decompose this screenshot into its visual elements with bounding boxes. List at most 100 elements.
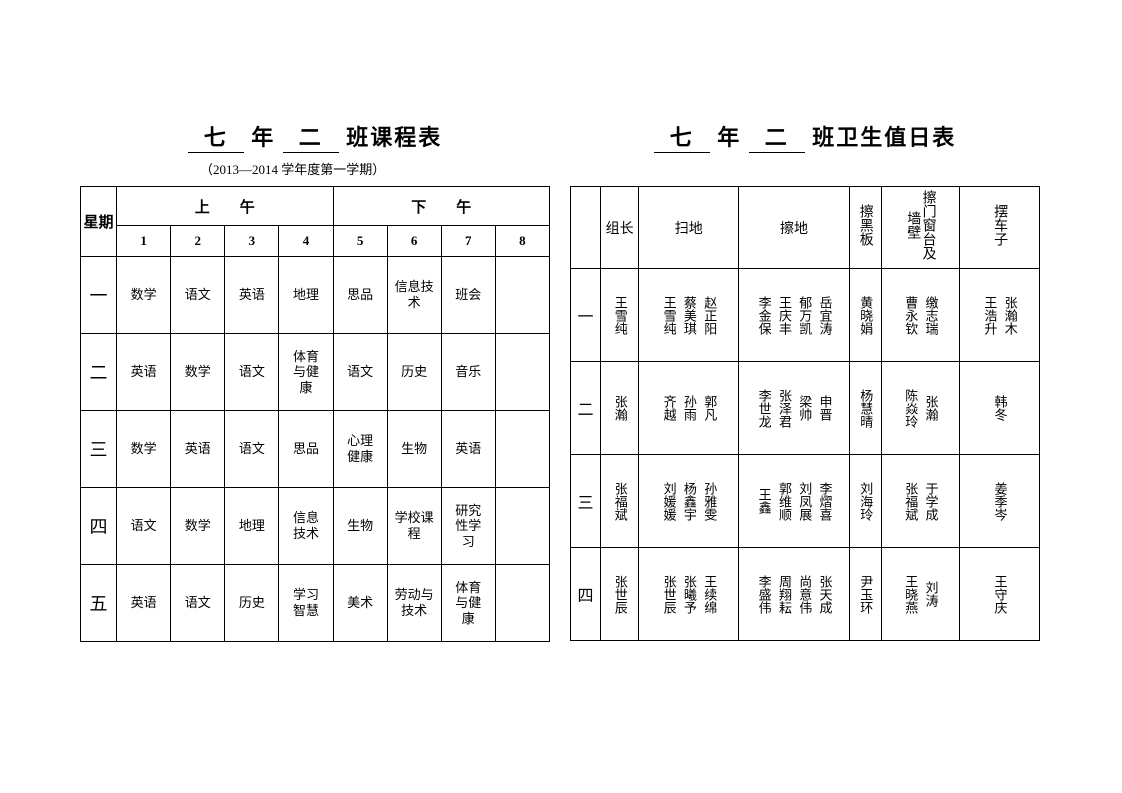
schedule-cell: 学习智慧 xyxy=(279,565,333,642)
schedule-cell: 数学 xyxy=(171,334,225,411)
schedule-cell: 生物 xyxy=(333,488,387,565)
duty-window: 曹永钦缴志瑞 xyxy=(881,269,959,362)
duty-vehicle: 王守庆 xyxy=(959,548,1039,641)
duty-year-label: 年 xyxy=(717,125,741,150)
duty-leader: 张瀚 xyxy=(601,362,639,455)
duty-window: 王晓燕刘涛 xyxy=(881,548,959,641)
period-header: 2 xyxy=(171,226,225,257)
duty-header: 摆车子 xyxy=(959,187,1039,269)
duty-panel: 七 年 二 班卫生值日表 组长扫地擦地擦黑板擦门窗台及墙壁摆车子一王雪纯王雪纯蔡… xyxy=(570,120,1040,642)
schedule-cell: 数学 xyxy=(171,488,225,565)
schedule-cell xyxy=(495,411,549,488)
schedule-cell: 生物 xyxy=(387,411,441,488)
duty-vehicle: 王浩升张瀚木 xyxy=(959,269,1039,362)
schedule-cell: 历史 xyxy=(387,334,441,411)
period-header: 5 xyxy=(333,226,387,257)
day-label: 二 xyxy=(81,334,117,411)
duty-mop: 李世龙张泽君梁帅申晋 xyxy=(739,362,849,455)
day-label: 三 xyxy=(81,411,117,488)
schedule-class: 二 xyxy=(283,120,339,153)
schedule-cell: 数学 xyxy=(117,257,171,334)
duty-class: 二 xyxy=(749,120,805,153)
schedule-cell: 英语 xyxy=(225,257,279,334)
day-label: 四 xyxy=(81,488,117,565)
duty-grade: 七 xyxy=(654,120,710,153)
duty-day: 四 xyxy=(571,548,601,641)
pm-header: 下 午 xyxy=(333,187,549,226)
schedule-cell: 学校课程 xyxy=(387,488,441,565)
schedule-table: 星期上 午下 午12345678一数学语文英语地理思品信息技术班会二英语数学语文… xyxy=(80,186,550,642)
schedule-cell: 语文 xyxy=(225,411,279,488)
duty-leader: 王雪纯 xyxy=(601,269,639,362)
schedule-title: 七 年 二 班课程表 xyxy=(188,120,443,153)
period-header: 4 xyxy=(279,226,333,257)
duty-mop: 王鑫郭维顺刘凤展李熠喜 xyxy=(739,455,849,548)
schedule-grade: 七 xyxy=(188,120,244,153)
schedule-cell: 信息技术 xyxy=(387,257,441,334)
period-header: 3 xyxy=(225,226,279,257)
duty-leader: 张福斌 xyxy=(601,455,639,548)
duty-vehicle: 姜季岑 xyxy=(959,455,1039,548)
schedule-cell: 体育与健康 xyxy=(441,565,495,642)
duty-sweep: 齐越孙雨郭凡 xyxy=(639,362,739,455)
schedule-cell: 研究性学习 xyxy=(441,488,495,565)
duty-title: 七 年 二 班卫生值日表 xyxy=(654,120,957,153)
duty-leader: 张世辰 xyxy=(601,548,639,641)
duty-board: 黄晓娟 xyxy=(849,269,881,362)
schedule-cell: 语文 xyxy=(225,334,279,411)
duty-window: 张福斌于学成 xyxy=(881,455,959,548)
duty-header: 擦地 xyxy=(739,187,849,269)
duty-header: 组长 xyxy=(601,187,639,269)
schedule-cell: 劳动与技术 xyxy=(387,565,441,642)
duty-sweep: 刘媛媛杨鑫宇孙雅雯 xyxy=(639,455,739,548)
duty-title-suffix: 班卫生值日表 xyxy=(812,125,956,150)
period-header: 8 xyxy=(495,226,549,257)
am-header: 上 午 xyxy=(117,187,333,226)
schedule-cell: 音乐 xyxy=(441,334,495,411)
schedule-cell: 英语 xyxy=(117,565,171,642)
period-header: 6 xyxy=(387,226,441,257)
duty-header: 擦黑板 xyxy=(849,187,881,269)
duty-sweep: 张世辰张曦予王续绵 xyxy=(639,548,739,641)
duty-day: 二 xyxy=(571,362,601,455)
duty-board: 刘海玲 xyxy=(849,455,881,548)
schedule-cell xyxy=(495,565,549,642)
duty-board: 杨慧晴 xyxy=(849,362,881,455)
duty-window: 陈焱玲张瀚 xyxy=(881,362,959,455)
duty-header: 扫地 xyxy=(639,187,739,269)
duty-board: 尹玉环 xyxy=(849,548,881,641)
schedule-cell: 地理 xyxy=(279,257,333,334)
duty-mop: 李盛伟周翔耘尚意伟张天成 xyxy=(739,548,849,641)
day-label: 五 xyxy=(81,565,117,642)
schedule-cell: 语文 xyxy=(171,565,225,642)
schedule-cell xyxy=(495,488,549,565)
schedule-cell: 英语 xyxy=(117,334,171,411)
schedule-cell: 语文 xyxy=(333,334,387,411)
day-label: 一 xyxy=(81,257,117,334)
duty-table: 组长扫地擦地擦黑板擦门窗台及墙壁摆车子一王雪纯王雪纯蔡美琪赵正阳李金保王庆丰郁万… xyxy=(570,186,1040,641)
duty-vehicle: 韩冬 xyxy=(959,362,1039,455)
schedule-cell: 历史 xyxy=(225,565,279,642)
schedule-title-suffix: 班课程表 xyxy=(346,125,442,150)
week-label: 星期 xyxy=(81,187,117,257)
duty-day: 一 xyxy=(571,269,601,362)
schedule-cell: 思品 xyxy=(333,257,387,334)
schedule-cell: 体育与健康 xyxy=(279,334,333,411)
schedule-cell: 美术 xyxy=(333,565,387,642)
schedule-year-label: 年 xyxy=(251,125,275,150)
period-header: 7 xyxy=(441,226,495,257)
schedule-cell: 英语 xyxy=(171,411,225,488)
schedule-cell xyxy=(495,257,549,334)
schedule-cell: 思品 xyxy=(279,411,333,488)
duty-header: 擦门窗台及墙壁 xyxy=(881,187,959,269)
period-header: 1 xyxy=(117,226,171,257)
schedule-cell: 地理 xyxy=(225,488,279,565)
schedule-cell: 语文 xyxy=(117,488,171,565)
schedule-cell: 语文 xyxy=(171,257,225,334)
duty-corner xyxy=(571,187,601,269)
schedule-cell: 数学 xyxy=(117,411,171,488)
schedule-cell: 心理健康 xyxy=(333,411,387,488)
schedule-cell: 信息技术 xyxy=(279,488,333,565)
duty-mop: 李金保王庆丰郁万凯岳宜涛 xyxy=(739,269,849,362)
schedule-cell: 班会 xyxy=(441,257,495,334)
